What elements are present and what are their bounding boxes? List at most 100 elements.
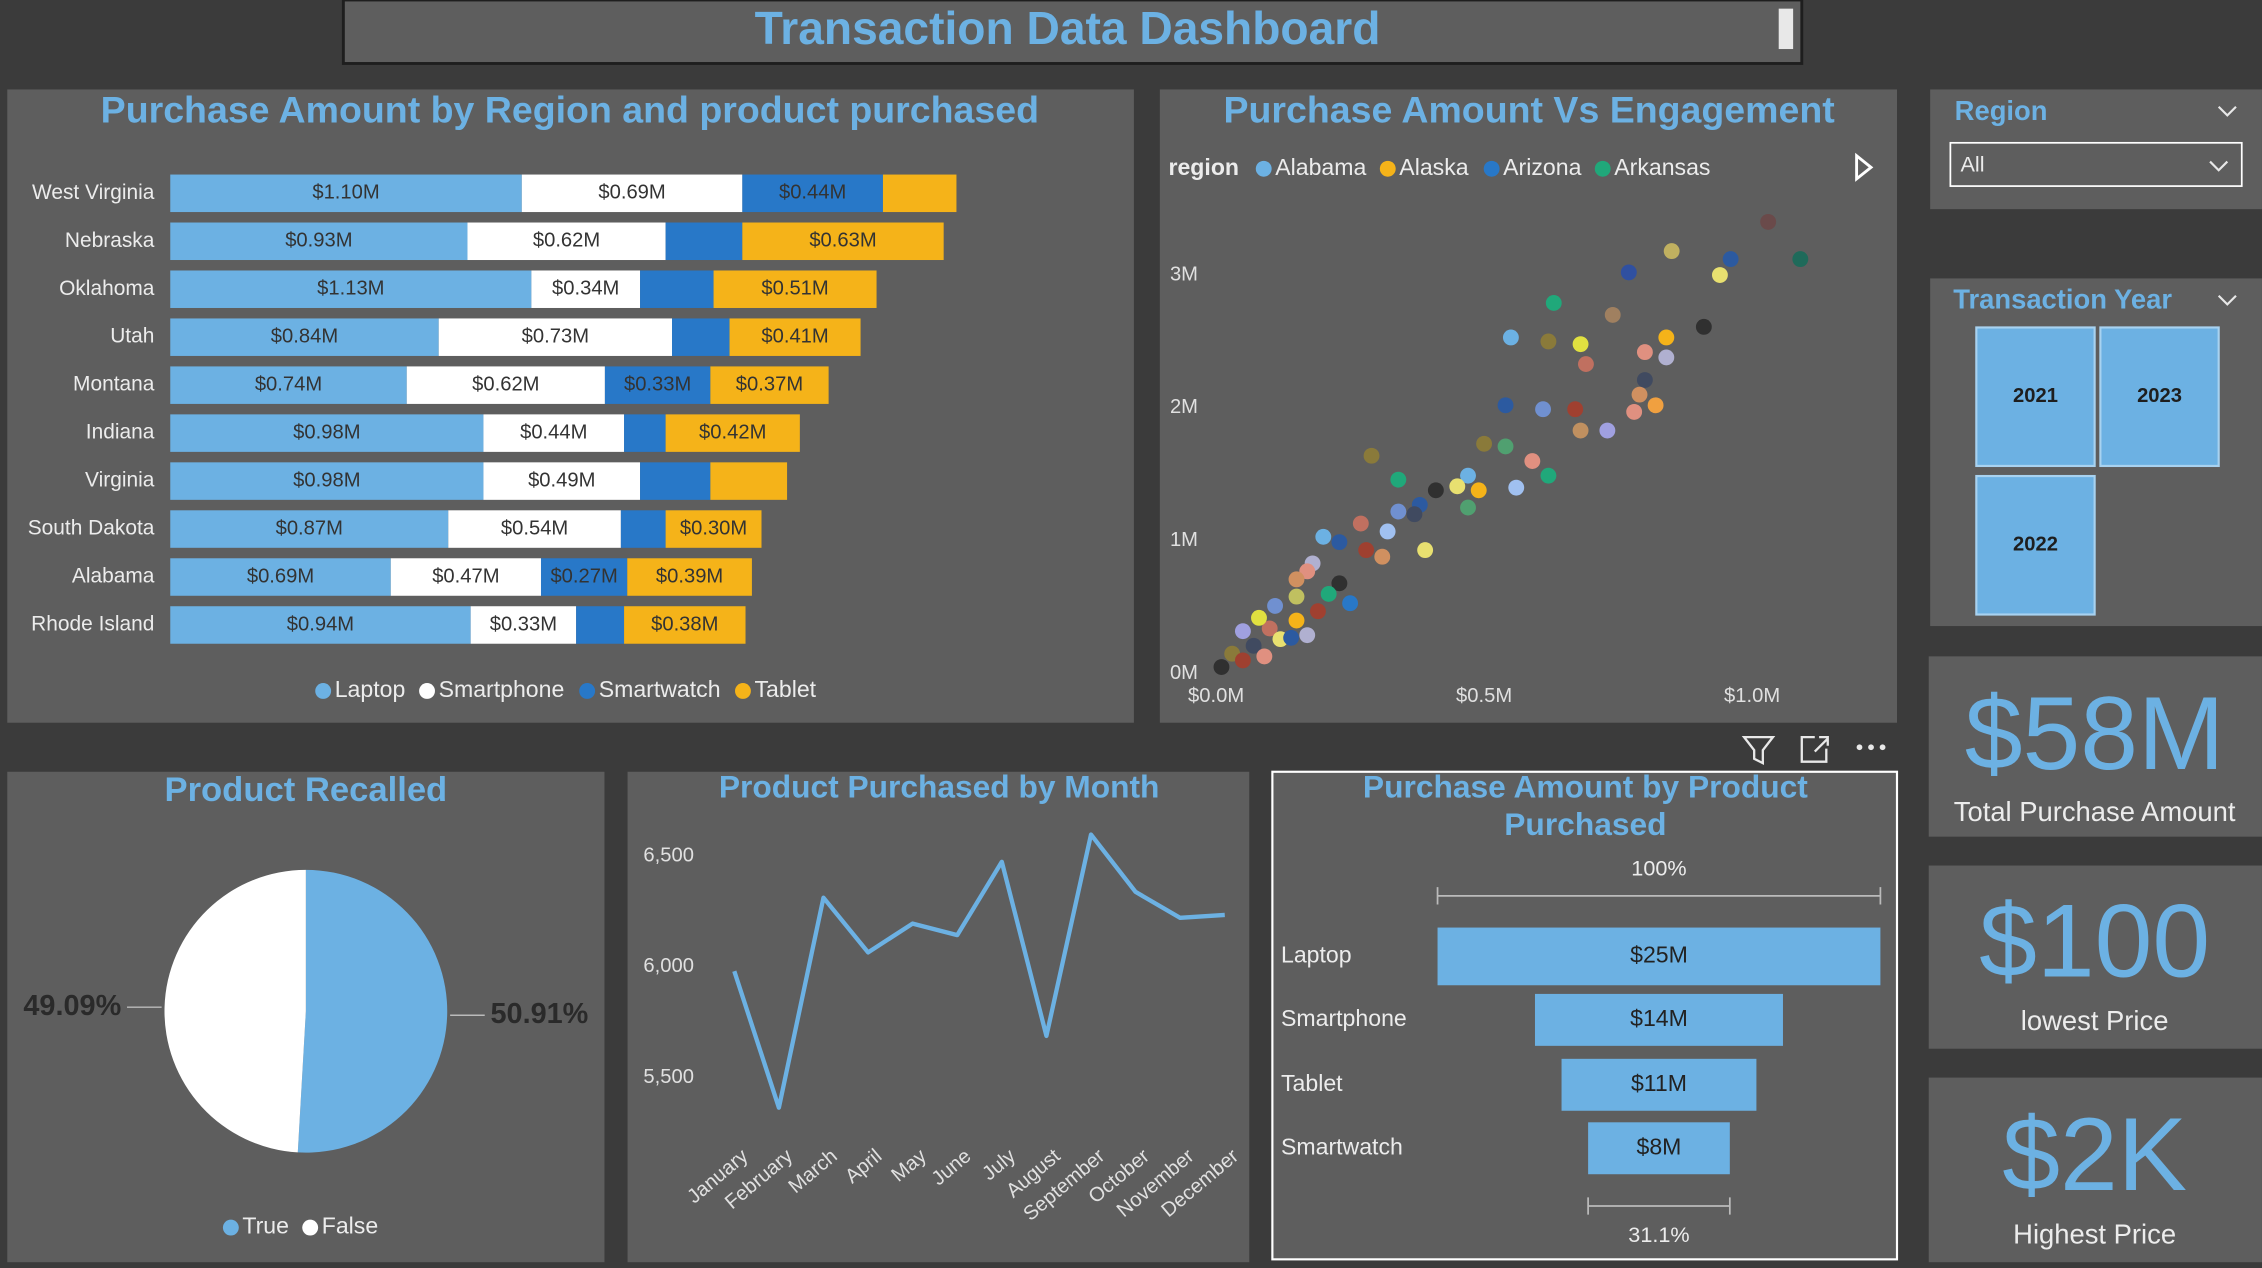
play-axis-icon[interactable]: [1855, 152, 1874, 182]
legend-marker: [302, 1219, 319, 1236]
data-label: $0.63M: [809, 230, 876, 252]
data-label: $0.54M: [501, 517, 568, 539]
data-label: $14M: [1630, 1005, 1688, 1031]
dropdown[interactable]: [1949, 141, 2243, 187]
category-label: Laptop: [1281, 942, 1352, 968]
data-label: $0.33M: [490, 613, 557, 635]
y-tick-label: 0M: [1170, 662, 1198, 684]
funnel-bar: [1588, 1122, 1730, 1175]
y-tick-label: 5,500: [643, 1066, 694, 1088]
y-tick-label: 3M: [1170, 263, 1198, 285]
category-label: Indiana: [86, 421, 155, 444]
filter-icon[interactable]: [1741, 735, 1776, 765]
legend-marker: [315, 683, 332, 699]
bar-segment: [672, 318, 730, 356]
scatter-point: [1572, 336, 1589, 353]
bar-segment: [882, 174, 957, 213]
pie-slice: [297, 869, 448, 1153]
data-label: $0.51M: [761, 278, 828, 300]
scatter-point: [1460, 467, 1476, 484]
bar-segment: [406, 366, 605, 404]
title-bar: [341, 0, 1804, 65]
year-tile[interactable]: [2099, 326, 2220, 468]
scatter-point: [1256, 648, 1273, 665]
scatter-point: [1658, 329, 1675, 346]
data-label: $8M: [1637, 1133, 1682, 1159]
card-value: $58M: [1965, 676, 2225, 792]
year-label: 2023: [2137, 385, 2182, 407]
data-label: $1.13M: [317, 278, 384, 300]
collapse-icon[interactable]: [2217, 294, 2237, 306]
x-tick-label: $1.0M: [1724, 685, 1780, 707]
bar-segment: [742, 174, 883, 213]
scatter-point: [1695, 318, 1712, 335]
bar-segment: [729, 318, 861, 356]
bar-segment: [448, 510, 621, 548]
scatter-point: [1545, 295, 1562, 311]
data-label: 49.09%: [23, 990, 121, 1022]
scatter-point: [1379, 523, 1396, 540]
scatter-point: [1342, 595, 1359, 612]
data-label: $0.37M: [736, 373, 803, 395]
bar-segment: [640, 270, 714, 308]
bar-segment: [467, 222, 666, 261]
bar-segment: [531, 270, 641, 308]
collapse-icon[interactable]: [2217, 105, 2237, 117]
y-tick-label: 1M: [1170, 529, 1198, 551]
data-label: 50.91%: [491, 998, 589, 1030]
scatter-point: [1390, 471, 1407, 488]
funnel-top-label: 100%: [1631, 856, 1686, 881]
bar-segment: [540, 558, 628, 596]
bar-segment: [640, 462, 711, 500]
scatter-point: [1417, 542, 1434, 559]
scatter-point: [1299, 627, 1316, 644]
data-label: $0.27M: [550, 565, 617, 587]
category-label: West Virginia: [32, 181, 155, 204]
legend-label: Smartwatch: [599, 676, 721, 702]
scatter-point: [1572, 422, 1589, 439]
data-label: $0.93M: [285, 230, 352, 252]
legend-label: Alaska: [1399, 154, 1468, 180]
scatter-point: [1234, 623, 1251, 640]
data-label: $0.74M: [255, 373, 322, 395]
scroll-handle: [1778, 8, 1794, 50]
year-tile[interactable]: [1975, 474, 2096, 616]
scatter-point: [1663, 243, 1680, 260]
bar-segment: [170, 558, 391, 596]
bar-segment: [483, 414, 625, 452]
scatter-point: [1363, 447, 1380, 464]
scatter-point: [1636, 344, 1653, 361]
card-label: Highest Price: [2013, 1218, 2176, 1249]
y-tick-label: 6,000: [643, 955, 694, 977]
data-label: $0.87M: [276, 517, 343, 539]
card-value: $2K: [2002, 1097, 2187, 1213]
scatter-point: [1310, 603, 1326, 620]
bar-segment: [624, 606, 746, 644]
bar-segment: [170, 366, 407, 404]
year-tile[interactable]: [1975, 326, 2096, 468]
visual-header[interactable]: [1741, 735, 1886, 765]
legend-label: False: [322, 1213, 378, 1239]
scatter-point: [1620, 264, 1637, 281]
data-label: $0.69M: [598, 182, 665, 204]
scatter-panel: [1159, 89, 1897, 723]
focus-icon[interactable]: [1800, 735, 1829, 763]
data-label: $0.39M: [656, 565, 723, 587]
category-label: Smartwatch: [1281, 1133, 1403, 1159]
data-label: $0.84M: [271, 326, 338, 348]
funnel-title-box: Purchase Amount by Product Purchased: [1363, 769, 1808, 843]
scatter-point: [1658, 349, 1675, 366]
data-label: $0.98M: [293, 469, 360, 491]
bar-segment: [521, 174, 743, 213]
data-label: $0.94M: [287, 613, 354, 635]
dashboard-title: Transaction Data Dashboard: [755, 2, 1381, 54]
more-icon[interactable]: [1856, 744, 1886, 751]
funnel-bottom-label: 31.1%: [1628, 1222, 1689, 1247]
data-label: $0.44M: [520, 421, 587, 443]
legend-marker: [579, 683, 596, 699]
legend-label: Alabama: [1275, 154, 1366, 180]
scatter-point: [1502, 329, 1519, 346]
data-label: $0.69M: [247, 565, 314, 587]
dropdown-arrow[interactable]: [2209, 160, 2229, 172]
scatter-point: [1390, 503, 1407, 520]
